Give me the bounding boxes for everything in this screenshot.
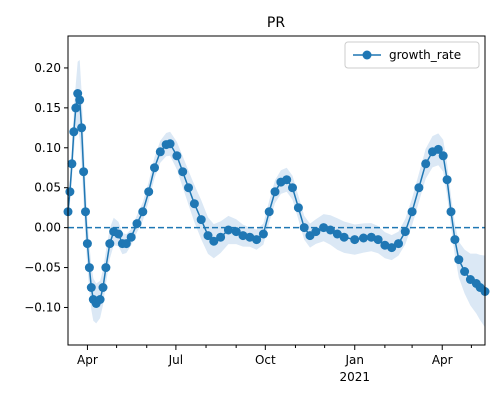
- data-point: [293, 203, 303, 213]
- data-point: [77, 123, 87, 133]
- data-point: [460, 267, 470, 276]
- data-point: [75, 95, 85, 105]
- data-point: [71, 103, 81, 113]
- data-point: [245, 232, 255, 242]
- data-point: [155, 147, 165, 157]
- data-point: [339, 232, 349, 242]
- data-point: [454, 255, 464, 265]
- data-point: [407, 207, 417, 217]
- data-point: [101, 263, 111, 273]
- data-point: [216, 232, 226, 242]
- data-point: [288, 183, 297, 193]
- data-point: [132, 219, 142, 229]
- data-point: [438, 151, 448, 161]
- data-point: [184, 183, 193, 193]
- series-layer: [63, 89, 490, 308]
- data-point: [282, 175, 292, 185]
- data-point: [223, 225, 233, 235]
- y-tick-label: 0.00: [34, 221, 61, 235]
- chart-title: PR: [267, 15, 285, 31]
- data-point: [421, 159, 431, 169]
- data-point: [252, 235, 262, 245]
- data-point: [299, 223, 309, 233]
- data-point: [121, 239, 131, 249]
- data-point: [373, 235, 383, 245]
- data-point: [69, 127, 79, 137]
- y-tick-label: −0.10: [24, 300, 61, 314]
- data-point: [450, 235, 460, 245]
- data-point: [189, 199, 199, 209]
- data-point: [165, 139, 175, 149]
- data-point: [366, 232, 376, 242]
- y-tick-label: 0.20: [34, 61, 61, 75]
- data-point: [82, 239, 92, 249]
- data-point: [172, 151, 182, 161]
- data-point: [196, 215, 206, 225]
- data-point: [144, 187, 154, 197]
- data-point: [98, 283, 108, 292]
- y-tick-label: 0.15: [34, 101, 61, 115]
- data-point: [79, 167, 89, 177]
- data-point: [270, 187, 280, 197]
- data-point: [264, 207, 274, 217]
- data-point: [414, 183, 424, 193]
- data-point: [105, 239, 115, 249]
- data-point: [319, 223, 329, 233]
- data-point: [67, 159, 77, 169]
- data-point: [394, 239, 403, 249]
- y-tick-label: −0.05: [24, 261, 61, 275]
- legend[interactable]: growth_rate: [344, 41, 480, 69]
- x-tick-year-label: 2021: [339, 370, 370, 384]
- data-point: [84, 263, 94, 273]
- data-point: [332, 229, 342, 239]
- legend-marker-swatch: [362, 50, 372, 60]
- x-tick-label: Apr: [77, 353, 98, 367]
- legend-box: [344, 41, 480, 69]
- data-point: [231, 227, 241, 237]
- axes-layer: −0.10 −0.05 0.00 0.05 0.10 0.15 0.20 Apr Jul Oct J…: [24, 35, 486, 384]
- legend-label-growth-rate: growth_rate: [389, 48, 461, 62]
- data-point: [95, 295, 105, 304]
- data-point: [209, 236, 219, 246]
- data-point: [359, 233, 368, 243]
- data-point: [258, 229, 268, 239]
- data-point: [350, 235, 360, 245]
- data-point: [138, 207, 148, 217]
- data-point: [114, 229, 123, 239]
- data-point: [126, 232, 136, 242]
- data-point: [311, 227, 321, 237]
- data-point: [238, 231, 248, 241]
- x-tick-label: Apr: [432, 353, 453, 367]
- data-point: [86, 283, 96, 292]
- data-point: [446, 207, 456, 217]
- data-point: [203, 231, 213, 241]
- data-point: [65, 187, 75, 197]
- plot-frame: [67, 35, 486, 346]
- data-point: [433, 144, 443, 154]
- data-point: [400, 227, 410, 237]
- data-point: [380, 240, 390, 250]
- x-tick-label: Jan: [344, 353, 364, 367]
- y-tick-label: 0.05: [34, 181, 61, 195]
- x-tick-label: Oct: [255, 353, 276, 367]
- data-point: [81, 207, 90, 217]
- y-tick-label: 0.10: [34, 141, 61, 155]
- data-point: [178, 167, 188, 177]
- data-point: [325, 225, 335, 235]
- data-point: [387, 243, 397, 253]
- x-tick-label: Jul: [168, 353, 183, 367]
- data-point: [150, 163, 159, 173]
- data-point: [442, 175, 452, 185]
